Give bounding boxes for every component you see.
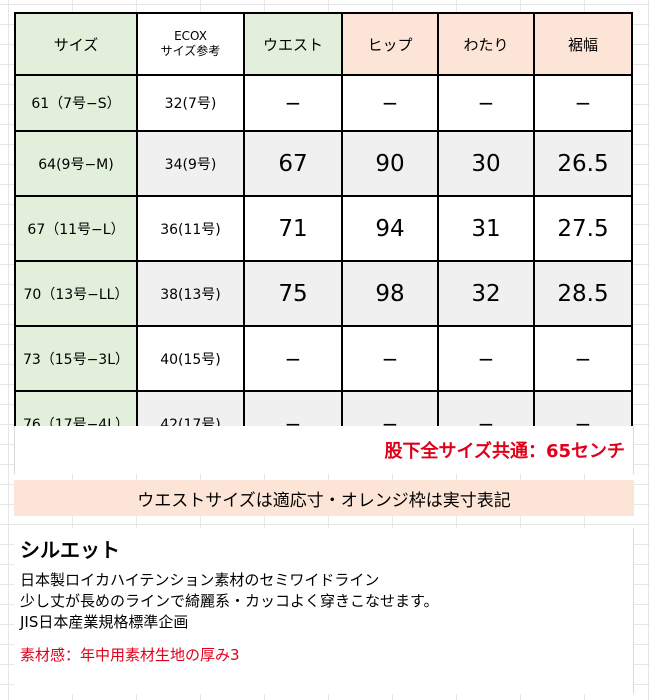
waist-cell: − <box>243 74 343 132</box>
thigh-cell: 31 <box>437 195 535 262</box>
table-row: 61（7号−S） 32(7号) − − − − <box>14 74 633 132</box>
material-note: 素材感：年中用素材生地の厚み3 <box>20 646 240 664</box>
hem-cell: 28.5 <box>533 260 633 327</box>
thigh-cell: − <box>437 74 535 132</box>
table-row: 64(9号−M) 34(9号) 67 90 30 26.5 <box>14 130 633 197</box>
size-cell: 61（7号−S） <box>14 74 138 132</box>
description-title: シルエット <box>20 538 120 562</box>
size-cell: 73（15号−3L） <box>14 325 138 392</box>
table-row: 70（13号−LL） 38(13号) 75 98 32 28.5 <box>14 260 633 327</box>
waist-note: ウエストサイズは適応寸・オレンジ枠は実寸表記 <box>14 480 634 516</box>
description-box: シルエット 日本製ロイカハイテンション素材のセミワイドライン 少し丈が長めのライ… <box>14 528 634 694</box>
waist-cell: 71 <box>243 195 343 262</box>
hip-cell: 90 <box>341 130 439 197</box>
hip-cell: 98 <box>341 260 439 327</box>
inseam-note: 股下全サイズ共通：65センチ <box>14 426 634 474</box>
thigh-cell: 30 <box>437 130 535 197</box>
size-cell: 67（11号−L） <box>14 195 138 262</box>
hem-cell: 27.5 <box>533 195 633 262</box>
size-cell: 64(9号−M) <box>14 130 138 197</box>
description-line: 少し丈が長めのラインで綺麗系・カッコよく穿きこなせます。 <box>20 592 439 610</box>
hem-cell: − <box>533 74 633 132</box>
header-waist: ウエスト <box>243 12 343 76</box>
table-header-row: サイズ ECOX サイズ参考 ウエスト ヒップ わたり 裾幅 <box>14 12 633 76</box>
ecox-cell: 34(9号) <box>136 130 245 197</box>
waist-note-text: ウエストサイズは適応寸・オレンジ枠は実寸表記 <box>137 490 511 511</box>
waist-cell: 67 <box>243 130 343 197</box>
description-line: JIS日本産業規格標準企画 <box>20 613 189 631</box>
ecox-cell: 38(13号) <box>136 260 245 327</box>
inseam-note-text: 股下全サイズ共通：65センチ <box>384 441 625 462</box>
header-thigh: わたり <box>437 12 535 76</box>
table-row: 73（15号−3L） 40(15号) − − − − <box>14 325 633 392</box>
header-ecox: ECOX サイズ参考 <box>136 12 245 76</box>
size-table: サイズ ECOX サイズ参考 ウエスト ヒップ わたり 裾幅 61（7号−S） … <box>14 12 633 457</box>
waist-cell: 75 <box>243 260 343 327</box>
header-ecox-line1: ECOX <box>174 29 207 43</box>
waist-cell: − <box>243 325 343 392</box>
ecox-cell: 36(11号) <box>136 195 245 262</box>
header-size: サイズ <box>14 12 138 76</box>
hem-cell: 26.5 <box>533 130 633 197</box>
ecox-cell: 40(15号) <box>136 325 245 392</box>
size-cell: 70（13号−LL） <box>14 260 138 327</box>
ecox-cell: 32(7号) <box>136 74 245 132</box>
header-hip: ヒップ <box>341 12 439 76</box>
hem-cell: − <box>533 325 633 392</box>
table-row: 67（11号−L） 36(11号) 71 94 31 27.5 <box>14 195 633 262</box>
description-line: 日本製ロイカハイテンション素材のセミワイドライン <box>20 571 380 589</box>
hip-cell: − <box>341 74 439 132</box>
hip-cell: − <box>341 325 439 392</box>
thigh-cell: − <box>437 325 535 392</box>
hip-cell: 94 <box>341 195 439 262</box>
header-ecox-line2: サイズ参考 <box>160 44 221 58</box>
thigh-cell: 32 <box>437 260 535 327</box>
header-hem: 裾幅 <box>533 12 633 76</box>
